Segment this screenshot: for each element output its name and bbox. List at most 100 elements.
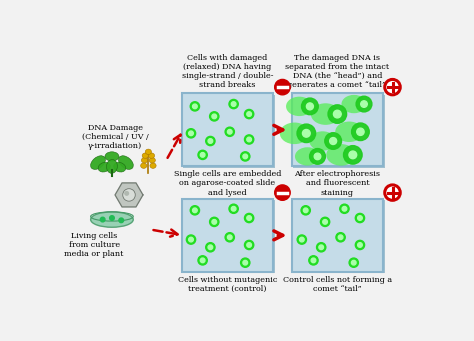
Ellipse shape xyxy=(286,97,312,116)
Circle shape xyxy=(306,103,313,110)
Circle shape xyxy=(198,256,207,265)
Circle shape xyxy=(229,100,238,109)
Ellipse shape xyxy=(118,156,133,169)
Circle shape xyxy=(190,102,200,111)
Circle shape xyxy=(228,235,232,240)
Circle shape xyxy=(314,153,321,160)
Circle shape xyxy=(349,258,358,267)
Circle shape xyxy=(319,245,324,250)
Circle shape xyxy=(333,110,341,118)
Circle shape xyxy=(198,150,207,160)
Circle shape xyxy=(325,133,342,149)
Circle shape xyxy=(301,206,310,215)
Text: Single cells are embedded
on agarose-coated slide
and lysed: Single cells are embedded on agarose-coa… xyxy=(174,170,281,197)
Circle shape xyxy=(320,217,330,226)
Ellipse shape xyxy=(341,95,366,113)
Circle shape xyxy=(300,237,304,242)
Ellipse shape xyxy=(98,162,110,172)
Circle shape xyxy=(385,79,400,95)
Ellipse shape xyxy=(149,158,155,163)
Circle shape xyxy=(100,217,105,222)
Ellipse shape xyxy=(335,121,363,142)
Circle shape xyxy=(186,235,196,244)
Circle shape xyxy=(309,256,318,265)
Circle shape xyxy=(229,204,238,213)
Ellipse shape xyxy=(145,149,152,154)
Circle shape xyxy=(311,258,316,263)
Ellipse shape xyxy=(114,162,126,172)
Circle shape xyxy=(212,114,217,119)
FancyBboxPatch shape xyxy=(182,93,273,166)
Circle shape xyxy=(247,137,251,142)
Circle shape xyxy=(123,189,135,201)
Circle shape xyxy=(192,104,197,109)
Ellipse shape xyxy=(141,158,147,163)
Circle shape xyxy=(352,123,369,140)
Circle shape xyxy=(356,240,365,250)
FancyBboxPatch shape xyxy=(293,200,385,273)
Circle shape xyxy=(357,216,362,220)
Circle shape xyxy=(231,206,236,211)
FancyBboxPatch shape xyxy=(183,95,275,168)
Ellipse shape xyxy=(280,122,309,144)
Circle shape xyxy=(201,152,205,157)
Circle shape xyxy=(275,79,290,95)
Circle shape xyxy=(212,220,217,224)
Circle shape xyxy=(356,213,365,223)
Circle shape xyxy=(247,216,251,220)
Ellipse shape xyxy=(295,147,320,166)
Circle shape xyxy=(245,240,254,250)
FancyBboxPatch shape xyxy=(292,199,383,272)
Circle shape xyxy=(245,109,254,119)
Circle shape xyxy=(210,217,219,226)
Circle shape xyxy=(192,208,197,213)
Circle shape xyxy=(357,243,362,247)
Circle shape xyxy=(349,151,357,159)
Circle shape xyxy=(328,105,346,123)
Circle shape xyxy=(225,127,235,136)
Circle shape xyxy=(189,131,193,136)
Ellipse shape xyxy=(150,163,156,168)
Circle shape xyxy=(243,261,247,265)
Circle shape xyxy=(245,213,254,223)
Ellipse shape xyxy=(91,212,133,227)
Text: After electrophoresis
and fluorescent
staining: After electrophoresis and fluorescent st… xyxy=(294,170,381,197)
Circle shape xyxy=(344,146,362,164)
Text: Cells without mutagenic
treatment (control): Cells without mutagenic treatment (contr… xyxy=(178,276,277,293)
Ellipse shape xyxy=(310,131,336,151)
Circle shape xyxy=(340,204,349,213)
Circle shape xyxy=(356,96,372,112)
Circle shape xyxy=(208,245,213,250)
Circle shape xyxy=(310,149,326,164)
Text: Cells with damaged
(relaxed) DNA having
single-strand / double-
strand breaks: Cells with damaged (relaxed) DNA having … xyxy=(182,54,273,89)
Circle shape xyxy=(241,258,250,267)
Text: Living cells
from culture
media or plant: Living cells from culture media or plant xyxy=(64,232,124,258)
Ellipse shape xyxy=(148,153,155,158)
Polygon shape xyxy=(115,183,143,207)
Circle shape xyxy=(351,261,356,265)
FancyBboxPatch shape xyxy=(183,200,275,273)
FancyBboxPatch shape xyxy=(293,95,385,168)
Ellipse shape xyxy=(141,163,147,168)
Ellipse shape xyxy=(105,152,119,161)
Circle shape xyxy=(186,129,196,138)
Circle shape xyxy=(231,102,236,106)
Circle shape xyxy=(302,130,310,137)
Circle shape xyxy=(245,135,254,144)
Text: DNA Damage
(Chemical / UV /
γ-irradiation): DNA Damage (Chemical / UV / γ-irradiatio… xyxy=(82,124,148,150)
Circle shape xyxy=(317,243,326,252)
Ellipse shape xyxy=(91,156,105,169)
Circle shape xyxy=(190,206,200,215)
Ellipse shape xyxy=(107,160,118,173)
Ellipse shape xyxy=(142,153,148,158)
Circle shape xyxy=(225,233,235,242)
Circle shape xyxy=(342,206,347,211)
Circle shape xyxy=(297,124,316,143)
FancyBboxPatch shape xyxy=(292,93,383,166)
Circle shape xyxy=(301,98,318,115)
Circle shape xyxy=(303,208,308,213)
Circle shape xyxy=(361,101,367,107)
Circle shape xyxy=(329,137,337,145)
Circle shape xyxy=(336,233,345,242)
Circle shape xyxy=(241,152,250,161)
